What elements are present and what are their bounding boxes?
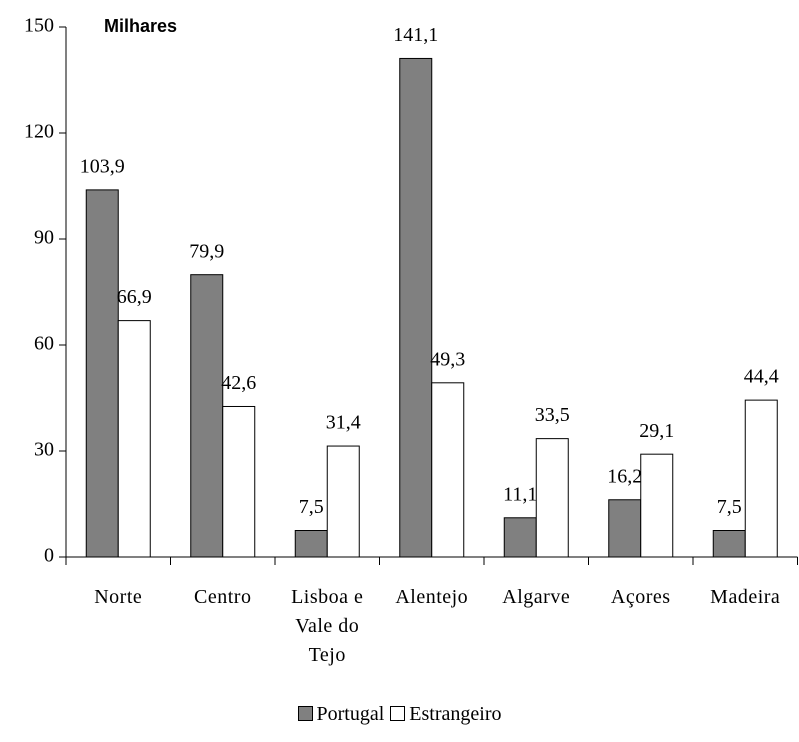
bar: [85, 189, 119, 558]
value-label: 7,5: [717, 496, 742, 518]
x-tick-label: Algarve: [502, 586, 571, 608]
legend: Portugal Estrangeiro: [0, 703, 799, 726]
value-label: 7,5: [299, 496, 324, 518]
legend-item: Estrangeiro: [390, 703, 501, 725]
x-tick-label: Açores: [610, 586, 671, 608]
bar: [117, 320, 151, 558]
x-tick-label: Madeira: [710, 586, 781, 608]
bar: [640, 453, 674, 558]
value-label: 103,9: [80, 155, 125, 177]
legend-label: Portugal: [316, 703, 385, 725]
x-tick-label: Norte: [94, 586, 143, 608]
value-label: 42,6: [221, 372, 256, 394]
value-label: 44,4: [744, 366, 779, 388]
y-tick-label: 0: [44, 545, 54, 567]
y-tick-label: 30: [34, 439, 54, 461]
x-tick-label: Centro: [194, 586, 252, 608]
bar: [503, 517, 537, 558]
value-label: 16,2: [607, 465, 642, 487]
value-label: 49,3: [430, 348, 465, 370]
bar: [535, 438, 569, 558]
legend-swatch: [390, 706, 406, 721]
y-tick-label: 150: [24, 15, 54, 37]
value-label: 29,1: [639, 420, 674, 442]
legend-label: Estrangeiro: [409, 703, 502, 725]
value-label: 66,9: [117, 286, 152, 308]
y-tick-label: 120: [24, 121, 54, 143]
bar: [431, 382, 465, 558]
bar: [608, 499, 642, 558]
y-tick-label: 60: [34, 333, 54, 355]
x-tick-label: Lisboa e Vale do Tejo: [291, 586, 364, 666]
bar: [294, 530, 328, 558]
legend-item: Portugal: [297, 703, 385, 725]
bar: [326, 445, 360, 558]
x-tick-label: Alentejo: [395, 586, 469, 608]
bar: [712, 530, 746, 558]
bar: [222, 405, 256, 558]
value-label: 31,4: [326, 412, 361, 434]
y-tick-label: 90: [34, 227, 54, 249]
value-label: 141,1: [393, 24, 438, 46]
unit-label: Milhares: [104, 16, 177, 36]
value-label: 33,5: [535, 404, 570, 426]
value-label: 79,9: [189, 240, 224, 262]
value-label: 11,1: [503, 483, 537, 505]
bar: [190, 274, 224, 558]
legend-swatch: [297, 706, 313, 721]
bar: [744, 399, 778, 558]
bar: [399, 57, 433, 558]
